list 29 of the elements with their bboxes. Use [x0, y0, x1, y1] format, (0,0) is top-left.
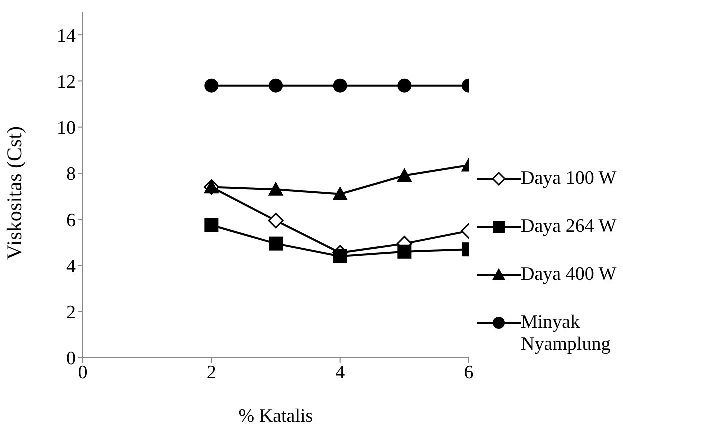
y-tick-label: 8	[66, 164, 76, 186]
point	[333, 78, 348, 93]
y-tick-label: 12	[57, 72, 76, 93]
point	[398, 78, 412, 93]
point	[269, 236, 283, 251]
point	[268, 213, 284, 229]
y-tick-label: 2	[66, 302, 76, 324]
y-tick-label: 6	[66, 210, 76, 232]
x-tick-label: 2	[206, 362, 216, 384]
point	[332, 186, 348, 201]
legend-label: Daya 264 W	[521, 216, 618, 238]
legend-label: Minyak Nyamplung	[521, 312, 612, 356]
point	[396, 168, 412, 182]
point	[398, 244, 412, 259]
y-axis-title: Viskositas (Cst)	[2, 126, 26, 260]
point	[269, 78, 283, 93]
x-axis-title: % Katalis	[238, 406, 314, 427]
y-tick-label: 4	[66, 256, 76, 278]
point	[333, 250, 348, 264]
y-tick-label: 14	[57, 26, 76, 47]
point	[204, 218, 219, 232]
x-tick-label: 6	[464, 362, 474, 384]
y-tick-label: 10	[57, 118, 76, 140]
point	[204, 78, 219, 93]
legend-label: Daya 100 W	[521, 168, 618, 190]
x-tick-label: 4	[336, 362, 346, 384]
y-tick-label: 0	[66, 348, 76, 370]
point	[268, 182, 284, 196]
legend-label: Daya 400 W	[521, 264, 618, 286]
